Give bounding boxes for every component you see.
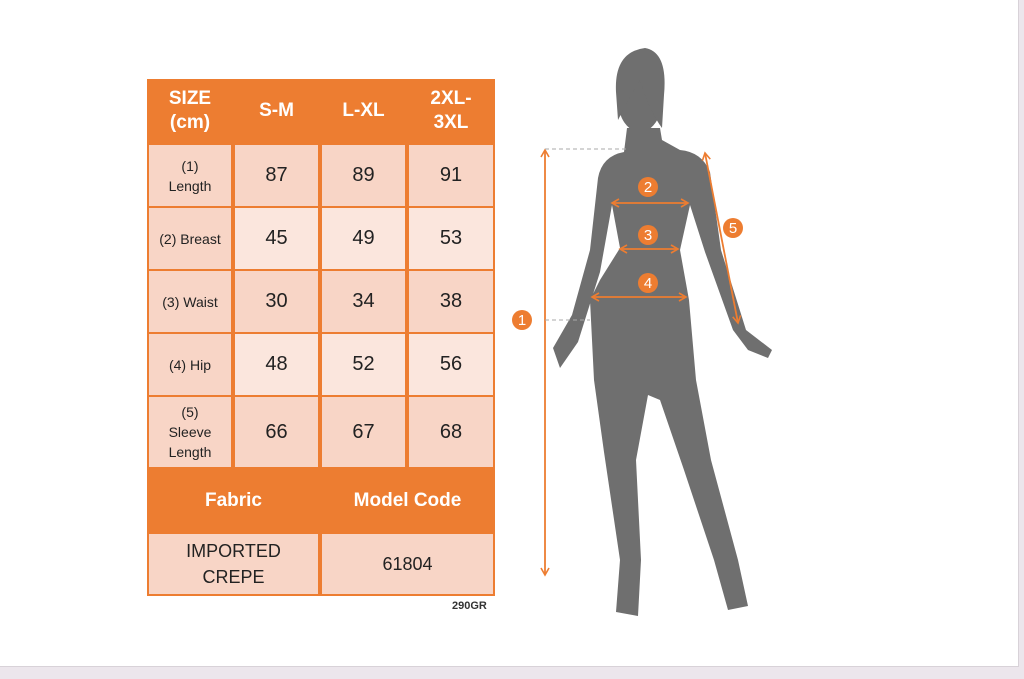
row-label: (5) Sleeve Length: [149, 397, 231, 467]
size-value: 68: [409, 397, 493, 467]
header-size-2xl-3xl: 2XL- 3XL: [430, 88, 472, 133]
fabric-value: IMPORTED CREPE: [149, 534, 318, 594]
marker-4-circle: [638, 273, 658, 293]
size-value: 53: [409, 208, 493, 269]
product-code: 290GR: [452, 600, 487, 612]
model-code-value: 61804: [322, 534, 493, 594]
header-size-l-xl: L-XL: [342, 100, 385, 121]
measure-lines: [540, 148, 742, 577]
marker-5-circle: [723, 218, 743, 238]
size-value: 87: [235, 145, 318, 206]
header-size-s-m: S-M: [259, 100, 294, 121]
size-value: 91: [409, 145, 493, 206]
size-value: 38: [409, 271, 493, 332]
size-chart-page: SIZE (cm) S-M L-XL 2XL- 3XL (1) Length 87…: [0, 0, 1019, 667]
silhouette-hair: [615, 48, 665, 128]
size-value: 45: [235, 208, 318, 269]
size-value: 34: [322, 271, 405, 332]
row-label: (4) Hip: [149, 334, 231, 395]
silhouette: [553, 48, 772, 616]
size-value: 52: [322, 334, 405, 395]
model-code-header: Model Code: [353, 489, 462, 511]
size-value: 89: [322, 145, 405, 206]
size-value: 48: [235, 334, 318, 395]
body-measurement-figure: 1 2 3 4 5: [512, 48, 772, 616]
marker-2-circle: [638, 177, 658, 197]
sleeve-arrow: [701, 151, 742, 325]
marker-3-circle: [638, 225, 658, 245]
header-size-label: SIZE (cm): [168, 88, 212, 133]
marker-5: 5: [729, 220, 737, 237]
silhouette-body: [553, 128, 772, 616]
marker-1-circle: [512, 310, 532, 330]
row-label: (3) Waist: [149, 271, 231, 332]
fabric-header: Fabric: [204, 489, 263, 511]
marker-1: 1: [518, 312, 526, 329]
marker-2: 2: [644, 179, 652, 196]
marker-badges: 1 2 3 4 5: [512, 177, 743, 330]
row-label: (1) Length: [149, 145, 231, 206]
size-value: 66: [235, 397, 318, 467]
row-label: (2) Breast: [149, 208, 231, 269]
size-value: 30: [235, 271, 318, 332]
size-value: 67: [322, 397, 405, 467]
size-value: 56: [409, 334, 493, 395]
size-value: 49: [322, 208, 405, 269]
size-table: SIZE (cm) S-M L-XL 2XL- 3XL (1) Length 87…: [147, 79, 495, 596]
marker-3: 3: [644, 227, 652, 244]
marker-4: 4: [644, 275, 652, 292]
